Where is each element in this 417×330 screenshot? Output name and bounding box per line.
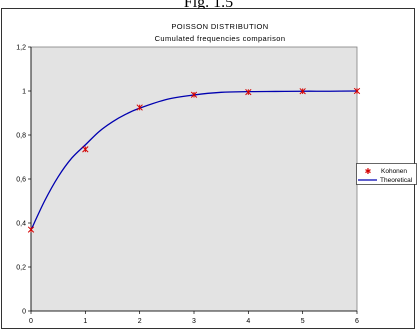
legend: ✱ Kohonen Theoretical — [356, 163, 417, 185]
y-tick-label: 1 — [22, 88, 26, 95]
x-tick-label: 4 — [246, 318, 250, 325]
x-tick-label: 1 — [83, 318, 87, 325]
data-point-kohonen — [299, 88, 306, 95]
axes — [28, 46, 358, 314]
chart-title: POISSON DISTRIBUTION — [171, 22, 268, 31]
series-markers — [27, 87, 361, 233]
y-tick-label: 1,2 — [16, 44, 26, 51]
data-point-kohonen — [27, 226, 35, 233]
data-point-kohonen — [136, 104, 143, 111]
x-tick-labels: 0 1 2 3 4 5 6 — [29, 318, 359, 325]
data-point-kohonen — [190, 91, 198, 98]
chart-subtitle: Cumulated frequencies comparison — [155, 34, 286, 43]
legend-label-theoretical: Theoretical — [380, 177, 413, 184]
x-tick-label: 5 — [301, 318, 305, 325]
y-tick-label: 0,8 — [16, 132, 26, 139]
x-tick-label: 2 — [138, 318, 142, 325]
x-tick-label: 3 — [192, 318, 196, 325]
data-point-kohonen — [245, 88, 252, 96]
data-point-kohonen — [353, 87, 361, 95]
legend-label-kohonen: Kohonen — [381, 168, 407, 175]
y-tick-labels: 0 0,2 0,4 0,6 0,8 1 1,2 — [16, 44, 26, 315]
y-tick-label: 0,2 — [16, 264, 26, 271]
x-tick-label: 6 — [355, 318, 359, 325]
x-tick-label: 0 — [29, 318, 33, 325]
legend-marker-kohonen: ✱ — [365, 167, 372, 176]
data-point-kohonen — [82, 146, 89, 153]
plot-area — [30, 46, 358, 312]
figure-caption: Fig. 1.5 — [183, 0, 234, 11]
y-tick-label: 0 — [22, 308, 26, 315]
y-tick-label: 0,4 — [16, 220, 26, 227]
y-tick-label: 0,6 — [16, 176, 26, 183]
